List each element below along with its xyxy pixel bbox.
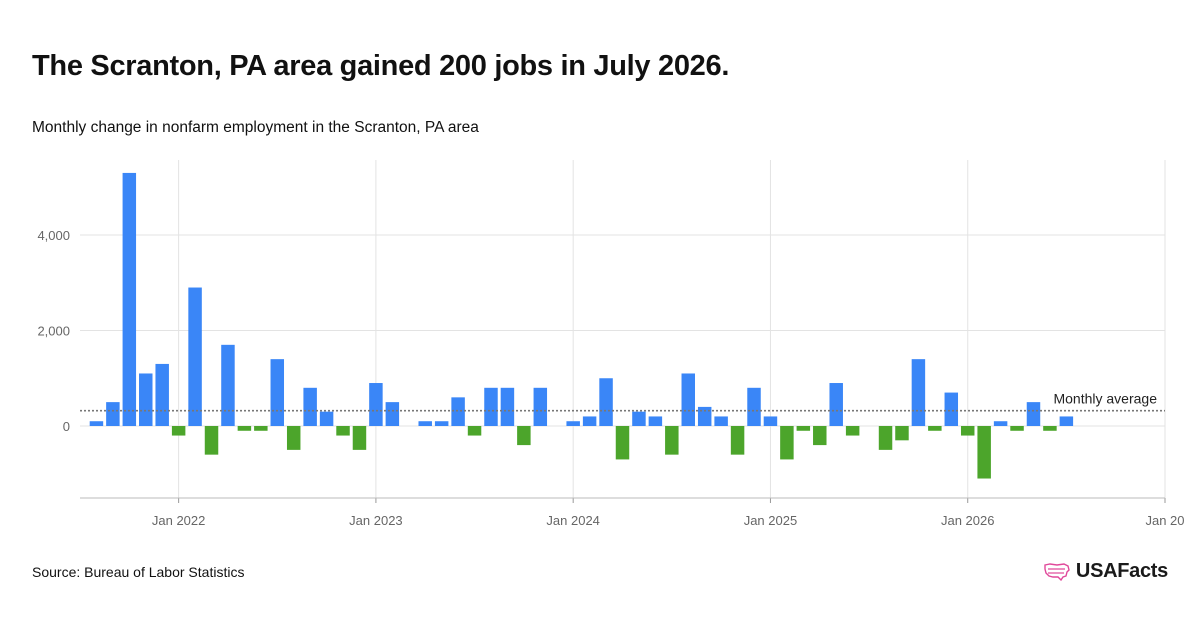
bar-2023-11: [533, 387, 548, 426]
bar-2025-01: [763, 416, 778, 426]
bar-2023-04: [418, 421, 432, 426]
y-tick-label: 2,000: [37, 324, 70, 339]
bar-2025-10: [911, 359, 926, 426]
bar-2025-02: [780, 426, 794, 460]
overlay-layer: Monthly average: [80, 391, 1165, 412]
bar-layer: [89, 172, 1074, 479]
bar-2021-09: [106, 402, 120, 426]
bar-2026-04: [1010, 426, 1024, 431]
x-tick-label: Jan 2023: [349, 513, 403, 528]
grid-layer: 0 2,000 4,000 Jan 2022 Jan 2023 Jan 2024 Jan 2…: [37, 160, 1185, 528]
bar-2021-11: [139, 373, 153, 426]
brand-logo[interactable]: USAFacts: [1044, 560, 1168, 583]
chart-subtitle: Monthly change in nonfarm employment in …: [32, 119, 479, 136]
bar-2026-07: [1059, 416, 1074, 426]
bar-2023-06: [451, 397, 465, 426]
bar-2022-07: [270, 359, 285, 426]
bar-2022-02: [188, 287, 202, 426]
x-tick-label: Jan 2025: [744, 513, 798, 528]
y-tick-label: 0: [63, 419, 70, 434]
bar-2025-06: [845, 426, 860, 436]
bar-2024-04: [615, 426, 630, 460]
bar-2024-06: [648, 416, 663, 426]
bar-2025-08: [878, 426, 893, 450]
bar-2025-04: [813, 426, 827, 446]
bar-2022-06: [254, 426, 268, 431]
bar-2023-02: [385, 402, 400, 426]
bar-2022-10: [319, 411, 334, 426]
bar-2024-09: [697, 406, 712, 426]
bar-2021-10: [122, 172, 137, 426]
bar-2022-09: [303, 387, 317, 426]
bar-2023-10: [517, 426, 531, 446]
x-tick-label: Jan 2026: [941, 513, 995, 528]
y-tick-label: 4,000: [37, 228, 70, 243]
bar-2022-01: [171, 426, 186, 436]
bar-2022-03: [204, 426, 219, 455]
bar-2024-02: [582, 416, 597, 426]
bar-2021-12: [155, 363, 169, 426]
source-note: Source: Bureau of Labor Statistics: [32, 564, 245, 580]
bar-2023-08: [484, 387, 498, 426]
bar-2026-06: [1043, 426, 1057, 431]
bar-2026-01: [960, 426, 975, 436]
bar-2022-04: [221, 344, 235, 426]
bar-2025-03: [796, 426, 811, 431]
page-title: The Scranton, PA area gained 200 jobs in…: [32, 50, 730, 82]
bar-2022-12: [352, 426, 367, 450]
bar-2023-07: [467, 426, 482, 436]
x-tick-label: Jan 2022: [152, 513, 206, 528]
bar-2025-11: [928, 426, 942, 431]
bar-2025-12: [944, 392, 959, 426]
bar-2025-09: [895, 426, 909, 441]
bar-2024-11: [730, 426, 745, 455]
bar-2026-03: [993, 421, 1008, 426]
bar-2023-05: [434, 421, 449, 426]
bar-2022-11: [336, 426, 350, 436]
average-label: Monthly average: [1053, 391, 1157, 407]
bar-2024-05: [632, 411, 646, 426]
bar-2024-08: [681, 373, 695, 426]
bar-2024-10: [714, 416, 728, 426]
x-tick-label: Jan 20: [1145, 513, 1184, 528]
bar-2026-02: [977, 426, 991, 479]
bar-2024-03: [599, 378, 613, 426]
brand-name: USAFacts: [1075, 560, 1168, 582]
bar-2021-08: [89, 421, 104, 426]
us-map-icon: [1044, 562, 1070, 581]
bar-2022-08: [286, 426, 301, 450]
bar-2024-07: [665, 426, 679, 455]
bar-2025-05: [829, 383, 843, 426]
bar-2023-01: [369, 383, 383, 426]
x-tick-label: Jan 2024: [546, 513, 600, 528]
bar-2024-01: [566, 421, 580, 426]
bar-2023-09: [500, 387, 515, 426]
bar-2022-05: [237, 426, 252, 431]
bar-2024-12: [747, 387, 761, 426]
bar-2026-05: [1026, 402, 1041, 426]
